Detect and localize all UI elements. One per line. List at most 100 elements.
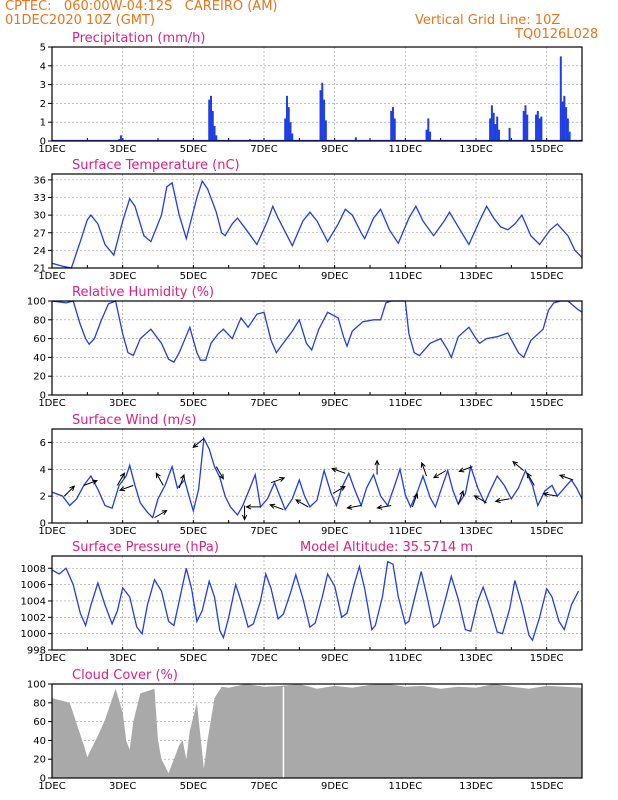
- x-tick-label: 3DEC: [109, 526, 136, 537]
- wind-arrow-head: [295, 499, 302, 505]
- y-tick-label: 100: [27, 297, 46, 308]
- x-tick-label: 15DEC: [530, 781, 564, 792]
- precip-bar: [526, 114, 529, 141]
- y-tick-label: 20: [33, 372, 46, 383]
- precip-bar: [563, 95, 566, 141]
- precip-bar: [425, 129, 428, 141]
- precip-bar: [536, 110, 539, 141]
- y-tick-label: 2: [40, 492, 46, 503]
- series-line: [51, 436, 583, 519]
- precip-bar: [522, 110, 525, 141]
- wind-arrow: [270, 477, 285, 484]
- precip-bar: [489, 118, 492, 141]
- y-tick-label: 33: [33, 193, 46, 204]
- wind-arrow-head: [279, 476, 286, 482]
- x-tick-label: 5DEC: [180, 781, 207, 792]
- precip-bar: [354, 137, 357, 141]
- precip-bar: [565, 107, 568, 141]
- y-tick-label: 100: [27, 680, 46, 691]
- precip-bar: [285, 95, 288, 141]
- wind-arrow: [64, 485, 75, 497]
- cloud-cover-area: [52, 684, 582, 778]
- wind-arrow: [411, 493, 418, 508]
- precip-bar: [535, 114, 538, 141]
- precip-bar: [119, 135, 122, 141]
- y-tick-label: 6: [40, 438, 46, 449]
- wind-arrow: [119, 484, 134, 491]
- wind-arrow: [421, 462, 428, 477]
- x-tick-label: 7DEC: [250, 398, 277, 409]
- x-tick-label: 1DEC: [38, 398, 65, 409]
- x-tick-label: 1DEC: [38, 271, 65, 282]
- y-tick-label: 60: [33, 334, 46, 345]
- x-tick-label: 7DEC: [250, 144, 277, 155]
- wind-arrow-head: [413, 492, 419, 499]
- wind-arrow-head: [161, 510, 168, 516]
- x-tick-label: 7DEC: [250, 653, 277, 664]
- wind-arrow-head: [374, 459, 380, 466]
- x-tick-label: 1DEC: [38, 653, 65, 664]
- x-tick-label: 1DEC: [38, 526, 65, 537]
- y-tick-label: 40: [33, 353, 46, 364]
- y-tick-label: 5: [40, 43, 46, 54]
- series-line: [51, 300, 583, 363]
- precip-bar: [540, 116, 543, 141]
- x-tick-label: 11DEC: [388, 781, 422, 792]
- x-tick-label: 5DEC: [180, 144, 207, 155]
- panel-frame: [51, 300, 583, 396]
- y-tick-label: 24: [33, 246, 46, 257]
- precip-bar: [287, 107, 290, 141]
- x-tick-label: 3DEC: [109, 653, 136, 664]
- precip-bar: [391, 107, 394, 141]
- wind-arrow-head: [269, 503, 276, 509]
- y-tick-label: 1004: [21, 596, 46, 607]
- y-tick-label: 1008: [21, 564, 46, 575]
- x-tick-label: 1DEC: [38, 144, 65, 155]
- precip-bar: [508, 127, 511, 141]
- x-tick-label: 3DEC: [109, 398, 136, 409]
- x-tick-label: 5DEC: [180, 653, 207, 664]
- wind-arrow-head: [376, 504, 383, 510]
- precip-bar: [284, 118, 287, 141]
- wind-arrow: [526, 473, 535, 486]
- x-tick-label: 13DEC: [459, 398, 493, 409]
- x-tick-label: 3DEC: [109, 271, 136, 282]
- x-tick-label: 5DEC: [180, 526, 207, 537]
- wind-arrow-head: [432, 473, 439, 479]
- y-tick-label: 36: [33, 175, 46, 186]
- x-tick-label: 5DEC: [180, 271, 207, 282]
- panel-frame: [51, 173, 583, 269]
- y-tick-label: 20: [33, 755, 46, 766]
- wind-arrow: [178, 474, 185, 489]
- y-tick-label: 40: [33, 736, 46, 747]
- wind-arrow-head: [458, 467, 465, 473]
- y-tick-label: 1: [40, 118, 46, 129]
- x-tick-label: 13DEC: [459, 526, 493, 537]
- wind-arrow-head: [526, 472, 532, 479]
- x-tick-label: 15DEC: [530, 271, 564, 282]
- precip-bar: [494, 124, 497, 141]
- wind-arrow-head: [180, 473, 185, 480]
- header-datetime: 01DEC2020 10Z (GMT): [5, 13, 156, 28]
- series-line: [51, 560, 580, 642]
- y-tick-label: 1002: [21, 613, 46, 624]
- x-tick-label: 11DEC: [388, 398, 422, 409]
- x-tick-label: 3DEC: [109, 144, 136, 155]
- wind-arrow-head: [155, 472, 161, 479]
- x-tick-label: 13DEC: [459, 271, 493, 282]
- y-tick-label: 4: [40, 61, 46, 72]
- header-station: CPTEC: 060:00W-04:12S CAREIRO (AM): [5, 0, 278, 14]
- wind-arrow-head: [91, 479, 99, 485]
- wind-arrow: [295, 499, 309, 508]
- precip-bar: [393, 118, 396, 141]
- wind-arrow: [192, 438, 205, 448]
- wind-arrow: [433, 470, 447, 479]
- precip-bar: [289, 122, 292, 141]
- precip-bar: [559, 56, 562, 141]
- precip-bar: [390, 110, 393, 141]
- wind-arrow: [154, 510, 167, 519]
- y-tick-label: 21: [33, 264, 46, 275]
- x-tick-label: 7DEC: [250, 271, 277, 282]
- model-altitude-label: Model Altitude: 35.5714 m: [300, 540, 473, 555]
- x-tick-label: 9DEC: [321, 144, 348, 155]
